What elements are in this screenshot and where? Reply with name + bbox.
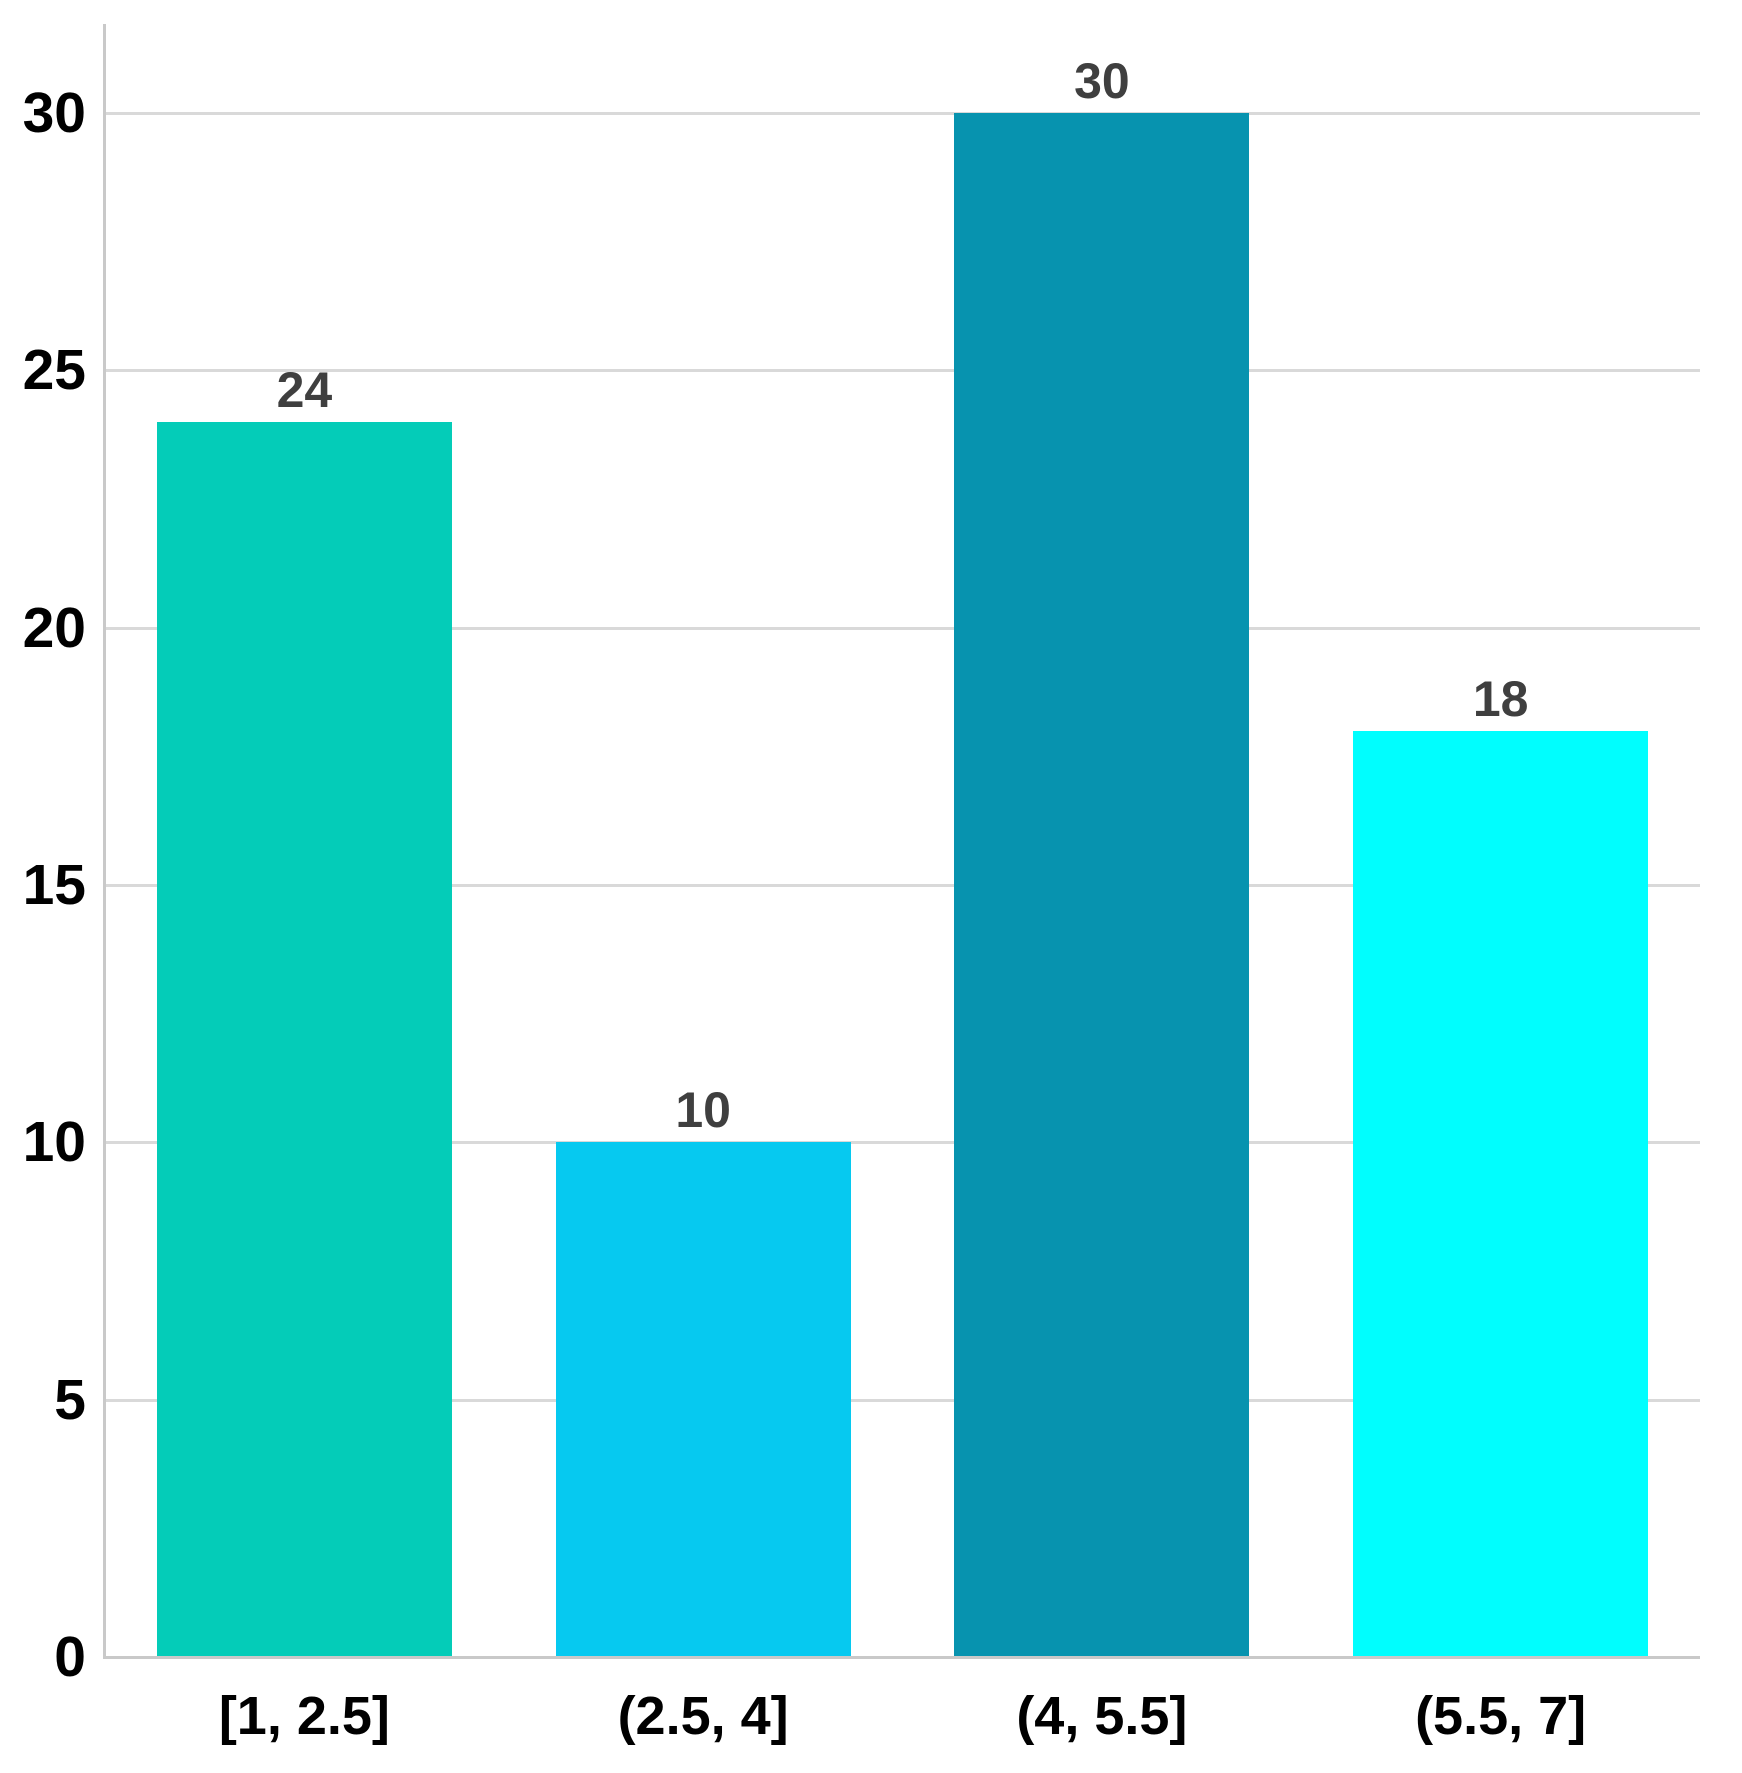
bar-value-label: 10 xyxy=(675,1082,731,1139)
y-tick-label: 30 xyxy=(22,81,86,145)
y-tick-label: 25 xyxy=(22,338,86,403)
x-category-label: [1, 2.5] xyxy=(218,1686,390,1746)
gridline xyxy=(105,1141,1700,1145)
x-category-label: (2.5, 4] xyxy=(617,1686,789,1746)
x-category-label: (5.5, 7] xyxy=(1415,1686,1587,1746)
y-tick-label: 10 xyxy=(22,1110,86,1175)
bar xyxy=(156,421,452,1658)
gridline xyxy=(105,884,1700,887)
gridline xyxy=(105,626,1700,630)
bar-value-label: 30 xyxy=(1074,53,1130,109)
y-axis-line xyxy=(103,24,106,1658)
bar-value-label: 18 xyxy=(1472,670,1529,727)
gridline xyxy=(105,112,1700,115)
bar xyxy=(1353,730,1649,1658)
y-tick-label: 0 xyxy=(54,1625,86,1689)
gridline xyxy=(105,369,1700,373)
bar xyxy=(954,113,1250,1658)
y-tick-label: 20 xyxy=(22,595,86,660)
gridline xyxy=(105,1398,1700,1402)
y-tick-label: 15 xyxy=(22,853,86,917)
x-axis-line xyxy=(103,1656,1700,1659)
bar-value-label: 24 xyxy=(276,361,333,418)
x-category-label: (4, 5.5] xyxy=(1016,1686,1188,1746)
y-tick-label: 5 xyxy=(54,1367,86,1432)
bar xyxy=(555,1142,851,1658)
